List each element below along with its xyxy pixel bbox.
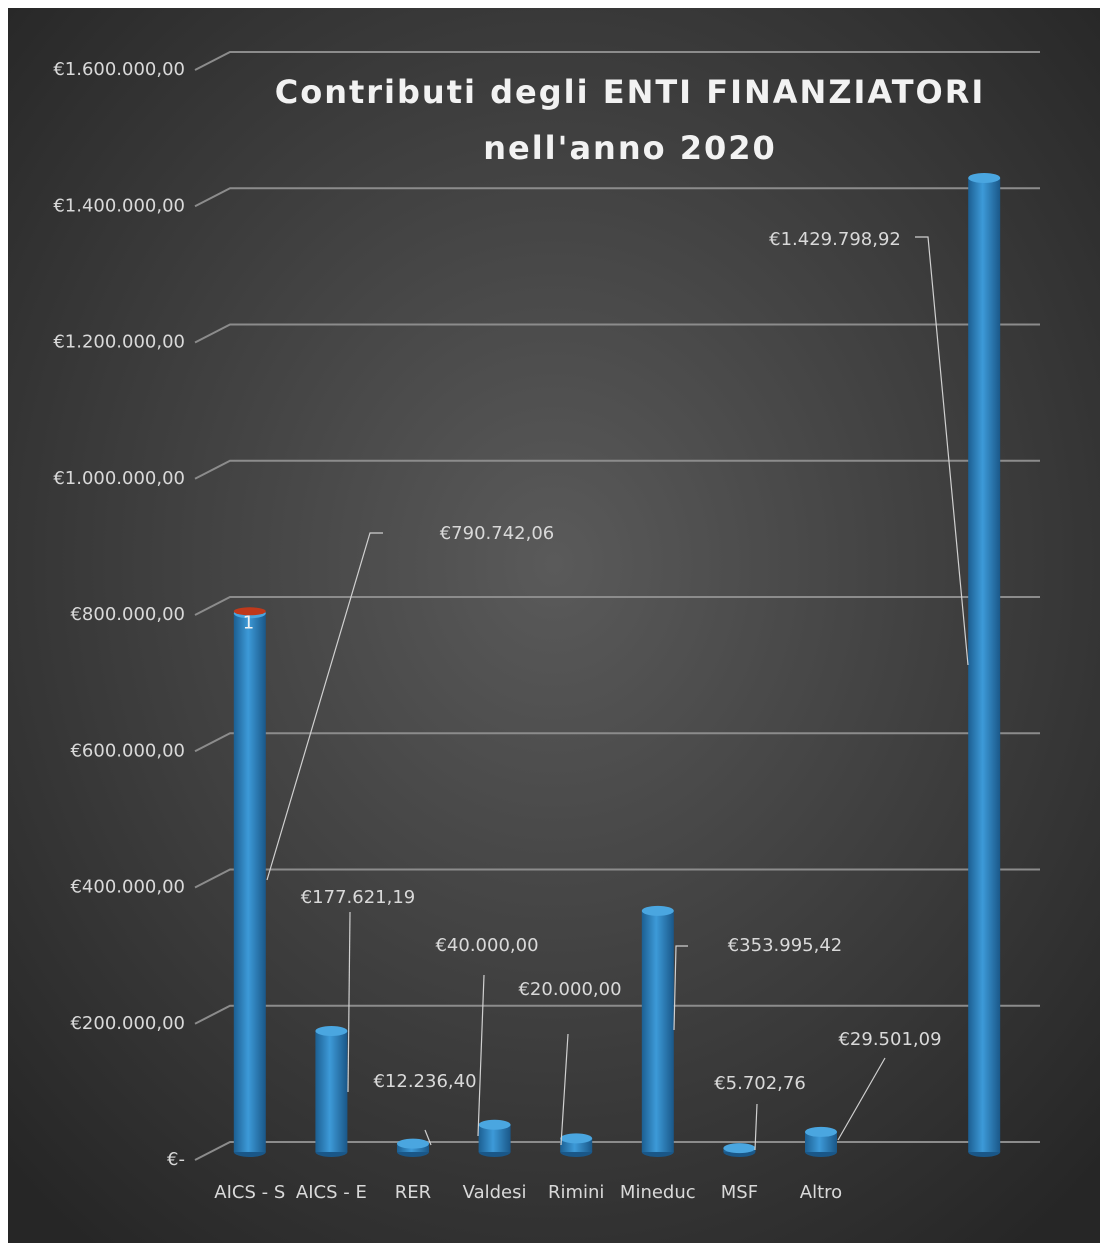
grid-line [194, 732, 1040, 753]
y-tick-label: €600.000,00 [70, 740, 185, 761]
bar-top [397, 1138, 429, 1149]
grid-line [194, 459, 1040, 480]
annotation: 1 [243, 612, 254, 633]
bar [641, 910, 674, 1152]
grid-line [194, 323, 1040, 344]
grid-line [194, 1141, 1040, 1161]
x-tick-label: Mineduc [620, 1182, 696, 1203]
bar-top [641, 905, 674, 916]
x-tick-label: AICS - E [296, 1182, 367, 1203]
bar-top [560, 1133, 593, 1144]
x-tick-label: RER [395, 1182, 431, 1203]
bar-top [315, 1025, 348, 1036]
y-tick-label: €1.200.000,00 [53, 332, 185, 353]
data-label: €353.995,42 [728, 935, 843, 956]
data-label: €177.621,19 [301, 887, 416, 908]
bar-top [723, 1143, 756, 1154]
bar [968, 177, 1001, 1153]
data-label: €12.236,40 [373, 1071, 476, 1092]
bar [233, 613, 266, 1152]
bar [805, 1131, 837, 1152]
leader-line [347, 911, 351, 1093]
y-tick-label: €400.000,00 [70, 877, 185, 898]
bar [315, 1030, 348, 1152]
leader-line [837, 1057, 886, 1141]
data-label: €1.429.798,92 [769, 229, 901, 250]
leader-line [424, 1129, 432, 1146]
annotation-cap [233, 607, 266, 616]
y-tick-label: €200.000,00 [70, 1013, 185, 1034]
y-tick-label: €1.000.000,00 [53, 468, 185, 489]
data-label: €20.000,00 [518, 979, 621, 1000]
leader-line [754, 1103, 758, 1151]
chart-title: Contributi degli ENTI FINANZIATORI nell'… [274, 73, 986, 167]
leader-line [915, 236, 969, 666]
x-tick-label: Rimini [548, 1182, 604, 1203]
x-tick-label: Altro [800, 1182, 842, 1203]
data-label: €29.501,09 [838, 1029, 941, 1050]
grid-line [194, 51, 1040, 71]
leader-line [266, 532, 383, 881]
data-label: €5.702,76 [714, 1073, 806, 1094]
data-label: €40.000,00 [435, 935, 538, 956]
chart-background [8, 8, 1100, 1243]
grid-line [194, 868, 1040, 889]
y-tick-label: €1.400.000,00 [53, 195, 185, 216]
y-tick-label: €1.600.000,00 [53, 59, 185, 80]
y-tick-label: €- [167, 1149, 185, 1170]
x-tick-label: AICS - S [214, 1182, 285, 1203]
bar-top [805, 1126, 837, 1137]
x-tick-label: MSF [721, 1182, 758, 1203]
bar-top [968, 172, 1001, 183]
y-tick-label: €800.000,00 [70, 604, 185, 625]
bar-top [478, 1119, 511, 1130]
leader-line [560, 1033, 569, 1146]
grid-line [194, 187, 1040, 208]
leader-line [673, 945, 688, 1031]
leader-line [477, 974, 485, 1137]
grid-line [194, 1004, 1040, 1025]
data-label: €790.742,06 [440, 523, 555, 544]
grid-line [194, 596, 1040, 616]
x-tick-label: Valdesi [463, 1182, 527, 1203]
